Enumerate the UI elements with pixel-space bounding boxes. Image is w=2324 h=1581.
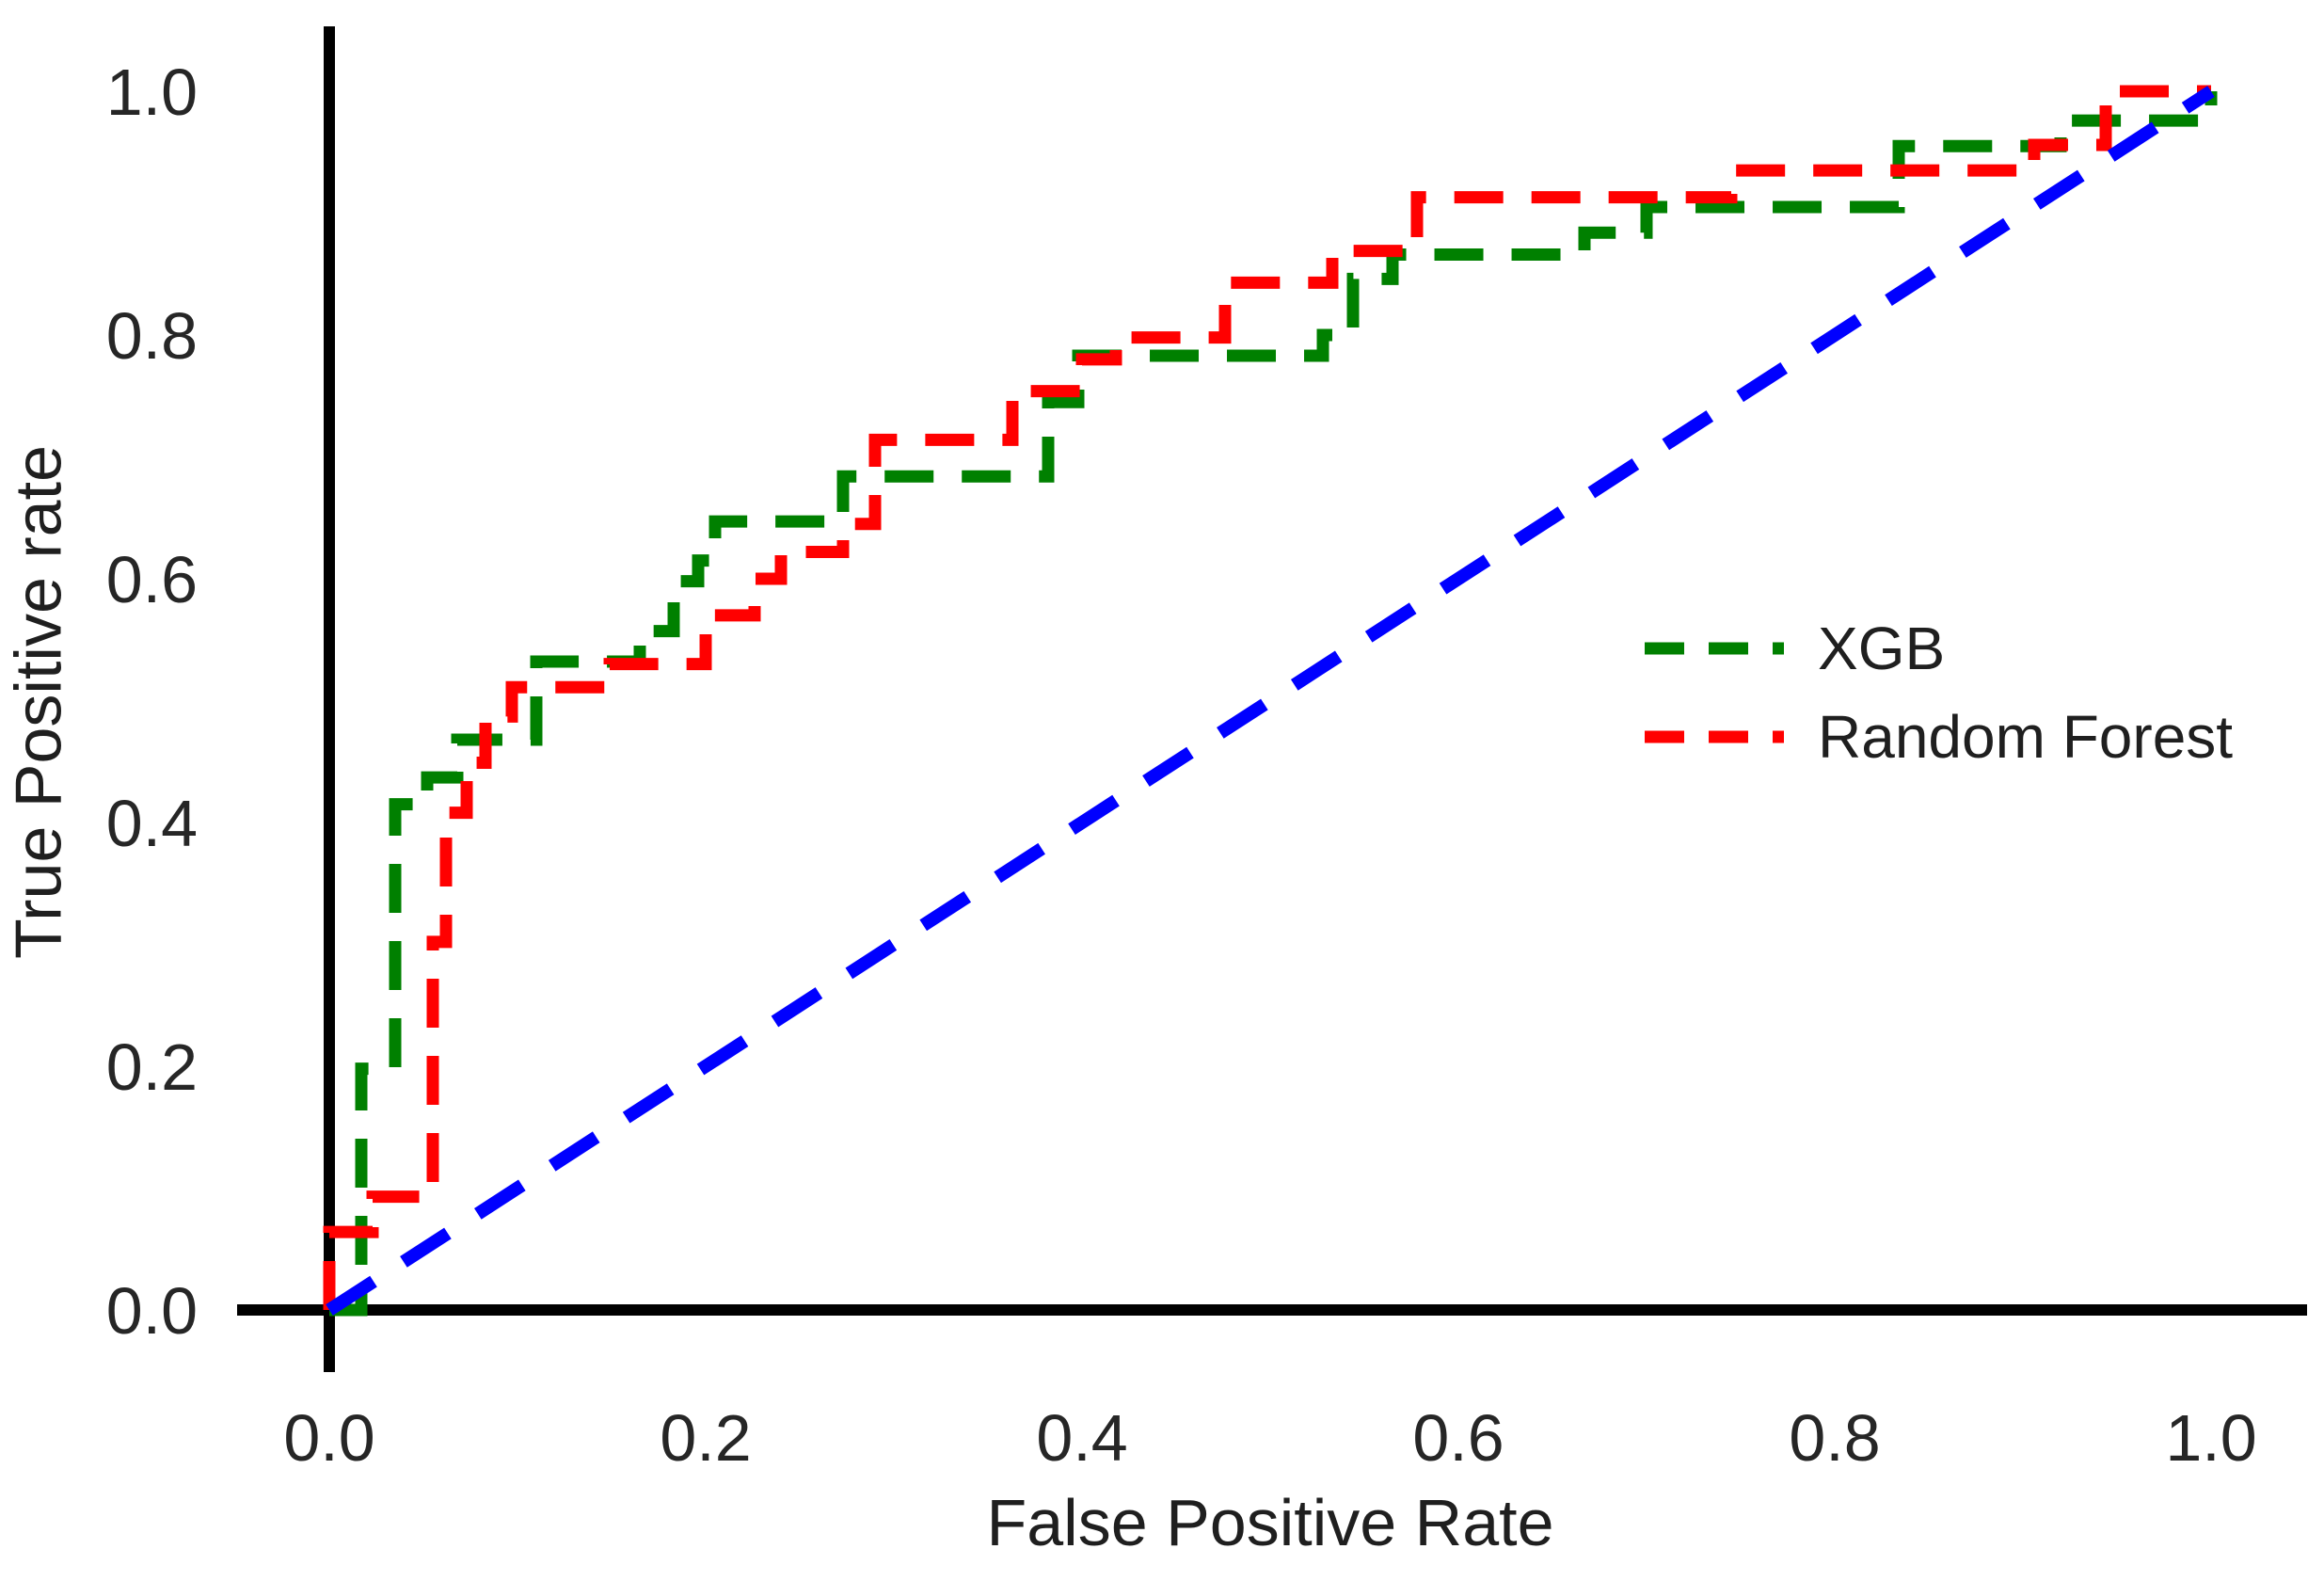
series-chance-diagonal	[326, 86, 2215, 1316]
series-random-forest	[323, 85, 2211, 1310]
y-tick-label: 1.0	[106, 56, 198, 129]
legend-label-random-forest: Random Forest	[1818, 703, 2234, 771]
y-tick-label: 0.4	[106, 787, 198, 860]
x-tick-label: 0.6	[1412, 1401, 1504, 1475]
legend-label-xgb: XGB	[1818, 615, 1946, 682]
y-tick-label: 0.8	[106, 299, 198, 373]
legend: XGB Random Forest	[1645, 604, 2233, 781]
y-tick-label: 0.0	[106, 1274, 198, 1348]
random-forest-dashed-line-icon	[1645, 730, 1784, 743]
x-tick-label: 1.0	[2165, 1401, 2256, 1475]
legend-item-xgb: XGB	[1645, 604, 2233, 693]
x-tick-label: 0.2	[660, 1401, 751, 1475]
y-axis-title: True Positive rate	[1, 445, 75, 959]
x-tick-label: 0.0	[283, 1401, 374, 1475]
xgb-dashed-line-icon	[1645, 642, 1784, 655]
y-tick-label: 0.2	[106, 1030, 198, 1104]
y-tick-label: 0.6	[106, 543, 198, 616]
legend-item-random-forest: Random Forest	[1645, 693, 2233, 781]
x-tick-label: 0.8	[1789, 1401, 1880, 1475]
x-tick-label: 0.4	[1036, 1401, 1127, 1475]
series-xgb	[329, 91, 2218, 1317]
x-axis-title: False Positive Rate	[986, 1486, 1554, 1559]
